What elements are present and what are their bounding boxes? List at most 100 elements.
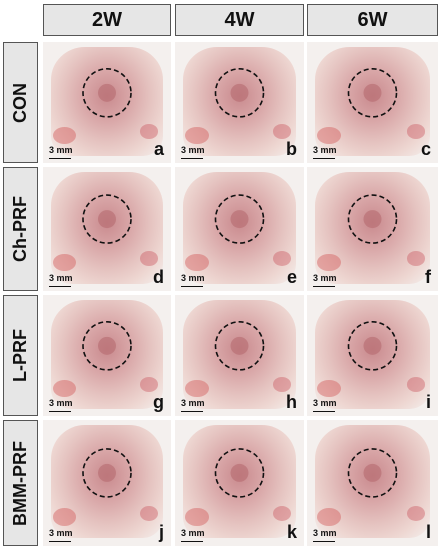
photo-panel: 3 mm h (175, 295, 304, 416)
scale-bar (313, 540, 335, 542)
row-header: CON (3, 42, 38, 163)
tissue-spot (273, 124, 292, 139)
scale-bar (49, 540, 71, 542)
scale-bar (181, 157, 203, 159)
overlay (82, 448, 132, 498)
defect (230, 336, 249, 355)
panel-letter: h (286, 392, 297, 412)
photo-panel: 3 mm f (307, 167, 438, 291)
panel-letter: i (425, 392, 431, 412)
scale-bar (181, 540, 203, 542)
defect (230, 210, 249, 229)
tissue-spot (406, 251, 425, 267)
overlay (82, 68, 132, 118)
scale-label: 3 mm (313, 145, 337, 155)
tissue-spot (273, 505, 292, 521)
tissue-spot (317, 508, 342, 526)
scale-bar (49, 410, 71, 412)
scale-label: 3 mm (313, 398, 337, 408)
dashed-circle (347, 321, 398, 371)
panel-letter: e (286, 267, 297, 287)
scale-bar (49, 157, 71, 159)
photo-panel: 3 mm e (175, 167, 304, 291)
row-label: L-PRF (10, 329, 30, 382)
tissue-spot (53, 253, 77, 272)
row-label: Ch-PRF (10, 196, 30, 262)
photo-panel: 3 mm b (175, 42, 304, 163)
column-header: 4W (175, 4, 304, 36)
overlay (347, 194, 398, 244)
panel-letter: j (158, 522, 164, 542)
tissue-spot (406, 505, 425, 521)
dashed-circle (214, 194, 265, 244)
tissue-spot (317, 253, 342, 272)
defect (363, 83, 382, 102)
photo-panel: 3 mm g (43, 295, 171, 416)
defect (230, 463, 249, 482)
scale-bar (313, 157, 335, 159)
overlay (214, 194, 265, 244)
column-header: 2W (43, 4, 171, 36)
defect (363, 463, 382, 482)
overlay (214, 68, 265, 118)
scale-bar (181, 410, 203, 412)
tissue-spot (140, 377, 159, 392)
photo-panel: 3 mm a (43, 42, 171, 163)
tissue-spot (185, 508, 209, 526)
row-header: L-PRF (3, 295, 38, 416)
tissue-spot (185, 253, 209, 272)
defect (98, 83, 116, 102)
scale-label: 3 mm (181, 273, 205, 283)
tissue-spot (317, 126, 342, 144)
dashed-circle (214, 321, 265, 371)
panel-letter: k (286, 522, 297, 542)
tissue-spot (185, 379, 209, 397)
tissue-spot (406, 124, 425, 139)
overlay (347, 321, 398, 371)
scale-label: 3 mm (49, 273, 73, 283)
scale-label: 3 mm (313, 273, 337, 283)
tissue-spot (140, 505, 159, 521)
dashed-circle (347, 68, 398, 118)
tissue-spot (53, 508, 77, 526)
panel-letter: g (153, 392, 164, 412)
photo-panel: 3 mm j (43, 420, 171, 546)
row-header: BMM-PRF (3, 420, 38, 546)
defect (363, 210, 382, 229)
scale-bar (181, 285, 203, 287)
panel-letter: c (420, 139, 431, 159)
tissue-spot (53, 126, 77, 144)
scale-bar (49, 285, 71, 287)
panel-letter: a (153, 139, 164, 159)
scale-label: 3 mm (181, 145, 205, 155)
photo-panel: 3 mm l (307, 420, 438, 546)
overlay (82, 321, 132, 371)
dashed-circle (82, 194, 132, 244)
row-header: Ch-PRF (3, 167, 38, 291)
defect (98, 463, 116, 482)
overlay (82, 194, 132, 244)
overlay (214, 321, 265, 371)
row-label: BMM-PRF (10, 440, 30, 526)
column-header: 6W (307, 4, 438, 36)
tissue-spot (53, 379, 77, 397)
defect (98, 336, 116, 355)
panel-letter: d (153, 267, 164, 287)
tissue-spot (273, 251, 292, 267)
defect (230, 83, 249, 102)
tissue-spot (185, 126, 209, 144)
dashed-circle (82, 321, 132, 371)
panel-letter: f (425, 267, 431, 287)
tissue-spot (406, 377, 425, 392)
tissue-spot (140, 124, 159, 139)
photo-panel: 3 mm k (175, 420, 304, 546)
photo-panel: 3 mm c (307, 42, 438, 163)
dashed-circle (347, 194, 398, 244)
scale-label: 3 mm (49, 145, 73, 155)
overlay (347, 448, 398, 498)
scale-label: 3 mm (313, 528, 337, 538)
tissue-spot (140, 251, 159, 267)
panel-letter: b (286, 139, 297, 159)
dashed-circle (82, 68, 132, 118)
